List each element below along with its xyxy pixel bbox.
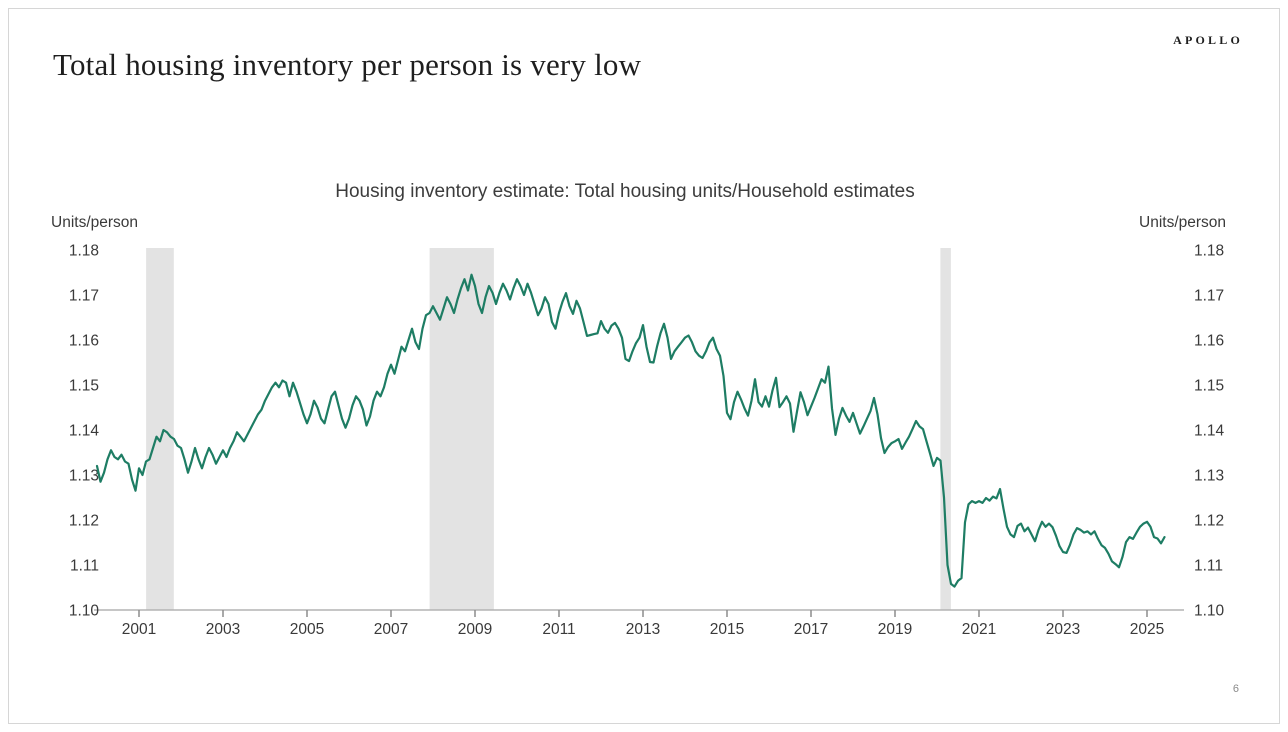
x-axis-tick-label: 2009: [458, 621, 492, 638]
y-axis-tick-label-right: 1.15: [1194, 378, 1224, 395]
page-number: 6: [1232, 683, 1239, 695]
y-axis-tick-label-right: 1.16: [1194, 333, 1224, 350]
y-axis-tick-label-right: 1.17: [1194, 288, 1224, 305]
y-axis-unit-label-right: Units/person: [1139, 214, 1227, 231]
x-axis-tick-label: 2003: [206, 621, 240, 638]
recession-band: [940, 248, 951, 610]
x-axis-tick-label: 2007: [374, 621, 408, 638]
slide: APOLLO Total housing inventory per perso…: [8, 8, 1280, 724]
y-axis-tick-label-left: 1.18: [69, 243, 99, 260]
recession-band: [146, 248, 174, 610]
y-axis-tick-label-right: 1.11: [1194, 558, 1223, 575]
x-axis-tick-label: 2023: [1046, 621, 1080, 638]
x-axis-tick-label: 2013: [626, 621, 660, 638]
y-axis-tick-label-right: 1.18: [1194, 243, 1224, 260]
x-axis-tick-label: 2015: [710, 621, 744, 638]
housing-inventory-series-line: [95, 273, 1166, 588]
y-axis-tick-label-right: 1.10: [1194, 603, 1225, 620]
x-axis-tick-label: 2005: [290, 621, 324, 638]
y-axis-tick-label-right: 1.13: [1194, 468, 1224, 485]
page-title: Total housing inventory per person is ve…: [53, 47, 642, 82]
y-axis-tick-label-left: 1.11: [70, 558, 99, 575]
y-axis-unit-label-left: Units/person: [51, 214, 139, 231]
x-axis-tick-label: 2019: [878, 621, 912, 638]
y-axis-tick-label-left: 1.15: [69, 378, 99, 395]
x-axis-tick-label: 2021: [962, 621, 996, 638]
y-axis-tick-label-left: 1.12: [69, 513, 99, 530]
x-axis-tick-label: 2001: [122, 621, 156, 638]
y-axis-tick-label-right: 1.14: [1194, 423, 1225, 440]
x-axis-tick-label: 2017: [794, 621, 828, 638]
apollo-logo: APOLLO: [1173, 33, 1243, 47]
y-axis-tick-label-right: 1.12: [1194, 513, 1224, 530]
x-axis-tick-label: 2025: [1130, 621, 1164, 638]
y-axis-tick-label-left: 1.16: [69, 333, 99, 350]
chart-title: Housing inventory estimate: Total housin…: [335, 181, 915, 202]
x-axis-tick-label: 2011: [542, 621, 575, 638]
y-axis-tick-label-left: 1.13: [69, 468, 99, 485]
y-axis-tick-label-left: 1.14: [69, 423, 100, 440]
y-axis-tick-label-left: 1.17: [69, 288, 99, 305]
housing-inventory-line-chart: 2001 2003 2005 2007 2009 2011 2013 2015 2017 2019…: [69, 243, 1225, 639]
y-axis-tick-label-left: 1.10: [69, 603, 100, 620]
